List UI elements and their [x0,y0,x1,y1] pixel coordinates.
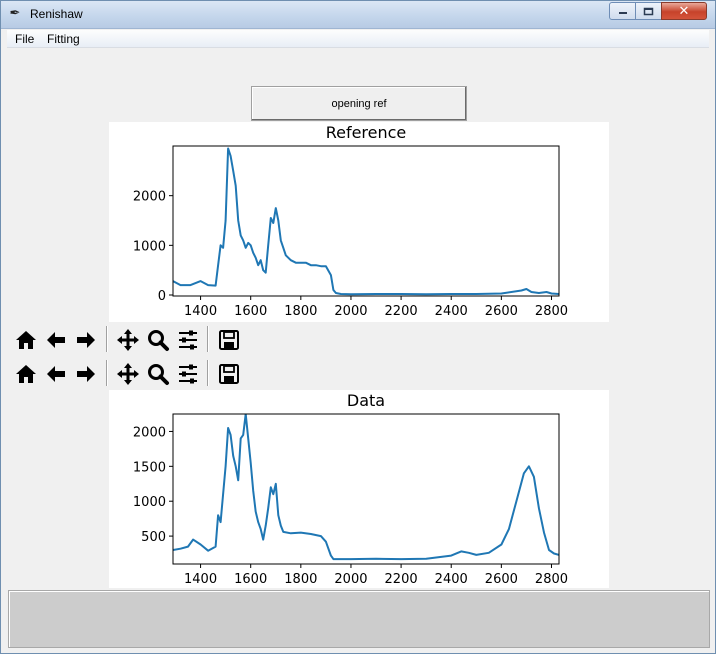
axes-frame [172,145,560,297]
configure-subplots-icon [178,364,197,383]
toolbar-separator [207,326,209,352]
x-tick-label: 2400 [435,304,468,319]
x-tick-label: 1400 [184,304,217,319]
zoom-button[interactable] [143,325,172,354]
y-tick-label: 2000 [133,425,166,440]
maximize-icon [643,7,654,15]
close-icon: ✕ [678,3,690,19]
close-button[interactable]: ✕ [661,2,707,20]
x-tick-label: 1800 [284,304,317,319]
back-button[interactable] [41,359,70,388]
configure-subplots-icon [178,330,197,349]
window-title: Renishaw [30,7,83,21]
menu-file[interactable]: File [15,32,35,46]
y-tick-label: 1000 [133,495,166,510]
save-button[interactable] [214,359,243,388]
axes-frame [172,413,560,565]
menu-bar: File Fitting [7,30,709,48]
y-tick-label: 1500 [133,460,166,475]
x-tick-label: 2200 [385,304,418,319]
save-icon [218,329,239,350]
minimize-button[interactable] [609,2,636,20]
pan-button[interactable] [113,325,142,354]
maximize-button[interactable] [635,2,662,20]
x-tick-label: 1600 [234,572,267,587]
data-chart: Data 1400 1600 1800 2000 2200 2400 2600 2800 500 1… [133,391,568,587]
save-icon [218,363,239,384]
x-tick-label: 2000 [334,304,367,319]
y-tick-label: 2000 [133,190,166,205]
configure-subplots-button[interactable] [173,325,202,354]
x-tick-label: 2600 [485,572,518,587]
home-icon [15,364,36,383]
home-icon [15,330,36,349]
series-line [173,147,559,296]
toolbar-separator [106,360,108,386]
zoom-button[interactable] [143,359,172,388]
x-tick-label: 2800 [535,572,568,587]
forward-button[interactable] [71,359,100,388]
x-tick-label: 1800 [284,572,317,587]
x-tick-label: 2600 [485,304,518,319]
toolbar-separator [106,326,108,352]
toolbar-separator [207,360,209,386]
menu-fitting[interactable]: Fitting [47,32,80,46]
opening-ref-button[interactable]: opening ref [251,86,467,121]
home-button[interactable] [11,325,40,354]
pan-icon [116,362,139,385]
x-tick-label: 2400 [435,572,468,587]
back-button[interactable] [41,325,70,354]
pan-button[interactable] [113,359,142,388]
back-arrow-icon [46,331,65,348]
save-button[interactable] [214,325,243,354]
x-tick-label: 2000 [334,572,367,587]
zoom-icon [147,363,169,385]
status-panel [8,590,710,648]
reference-chart: Reference 1400 1600 1800 2000 2200 2400 2600 280… [133,123,568,319]
forward-arrow-icon [76,331,95,348]
title-bar[interactable]: ✒ Renishaw ✕ [1,1,715,29]
configure-subplots-button[interactable] [173,359,202,388]
series-line [173,414,559,561]
home-button[interactable] [11,359,40,388]
x-tick-label: 2200 [385,572,418,587]
y-tick-label: 0 [158,289,166,304]
minimize-icon [618,12,627,14]
x-tick-label: 1600 [234,304,267,319]
back-arrow-icon [46,365,65,382]
forward-button[interactable] [71,325,100,354]
data-figure: Data 1400 1600 1800 2000 2200 2400 2600 2800 500 1… [109,390,609,588]
feather-icon: ✒ [9,6,21,21]
forward-arrow-icon [76,365,95,382]
y-tick-label: 1000 [133,239,166,254]
reference-figure: Reference 1400 1600 1800 2000 2200 2400 2600 280… [109,122,609,322]
x-tick-label: 1400 [184,572,217,587]
zoom-icon [147,329,169,351]
chart-title: Reference [326,123,407,142]
y-tick-label: 500 [141,530,166,545]
x-tick-label: 2800 [535,304,568,319]
chart-title: Data [347,391,385,410]
pan-icon [116,328,139,351]
